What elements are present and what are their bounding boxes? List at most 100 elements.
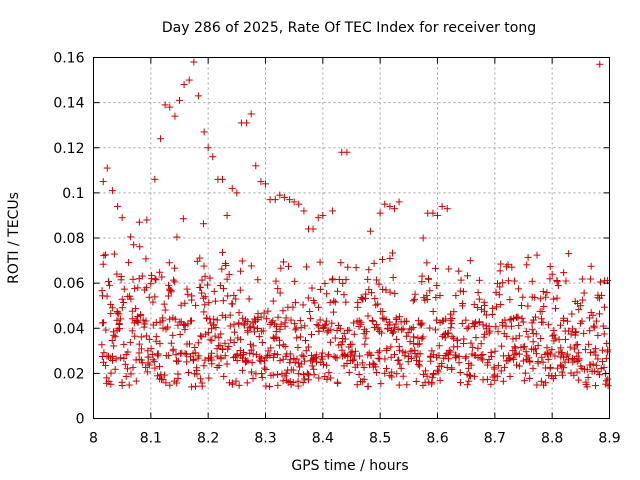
- data-point: [294, 343, 302, 351]
- data-point: [159, 317, 167, 325]
- data-point: [504, 261, 512, 269]
- data-point: [532, 330, 540, 338]
- data-point: [107, 310, 115, 318]
- data-point: [532, 350, 540, 358]
- data-point: [499, 279, 507, 287]
- data-point: [330, 352, 338, 360]
- data-point: [306, 308, 314, 316]
- x-tick-label: 8.9: [598, 431, 620, 447]
- data-point: [483, 375, 491, 383]
- data-point: [319, 361, 327, 369]
- data-point: [228, 379, 236, 387]
- data-point: [515, 322, 523, 330]
- data-point: [145, 335, 153, 343]
- data-point: [465, 323, 473, 331]
- data-point: [537, 377, 545, 385]
- data-point: [197, 375, 205, 383]
- data-point: [362, 328, 370, 336]
- data-point: [225, 342, 233, 350]
- data-point: [357, 294, 365, 302]
- x-tick-label: 8.5: [369, 431, 391, 447]
- data-point: [569, 325, 577, 333]
- data-point: [137, 333, 145, 341]
- data-point: [125, 258, 133, 266]
- data-point: [406, 338, 414, 346]
- y-tick-label: 0.16: [53, 51, 84, 67]
- data-point: [447, 348, 455, 356]
- data-point: [384, 325, 392, 333]
- data-point: [306, 314, 314, 322]
- data-point: [245, 295, 253, 303]
- data-point: [135, 340, 143, 348]
- data-point: [253, 325, 261, 333]
- data-point: [372, 321, 380, 329]
- data-point: [407, 354, 415, 362]
- data-point: [272, 277, 280, 285]
- data-point: [249, 342, 257, 350]
- data-point: [276, 191, 284, 199]
- data-point: [534, 342, 542, 350]
- data-point: [497, 367, 505, 375]
- data-point: [262, 353, 270, 361]
- data-point: [479, 321, 487, 329]
- data-point: [531, 294, 539, 302]
- data-point: [404, 329, 412, 337]
- data-point: [418, 319, 426, 327]
- data-point: [220, 372, 228, 380]
- data-point: [201, 293, 209, 301]
- data-point: [129, 275, 137, 283]
- data-point: [281, 343, 289, 351]
- data-point: [211, 297, 219, 305]
- data-point: [140, 323, 148, 331]
- data-point: [519, 318, 527, 326]
- data-point: [142, 332, 150, 340]
- data-point: [184, 290, 192, 298]
- data-point: [436, 376, 444, 384]
- data-point: [345, 326, 353, 334]
- data-point: [282, 369, 290, 377]
- data-point: [413, 356, 421, 364]
- data-point: [212, 324, 220, 332]
- data-point: [120, 299, 128, 307]
- data-point: [386, 255, 394, 263]
- data-point: [196, 283, 204, 291]
- data-point: [316, 316, 324, 324]
- data-point: [434, 368, 442, 376]
- data-point: [411, 290, 419, 298]
- data-point: [501, 363, 509, 371]
- data-point: [344, 263, 352, 271]
- data-point: [419, 333, 427, 341]
- data-point: [489, 304, 497, 312]
- data-point: [269, 371, 277, 379]
- data-point: [127, 233, 135, 241]
- data-point: [530, 346, 538, 354]
- data-point: [249, 350, 257, 358]
- data-point: [257, 313, 265, 321]
- data-point: [295, 370, 303, 378]
- data-point: [103, 164, 111, 172]
- data-point: [428, 374, 436, 382]
- data-point: [388, 249, 396, 257]
- data-point: [528, 277, 536, 285]
- data-point: [296, 363, 304, 371]
- data-point: [506, 296, 514, 304]
- data-point: [436, 292, 444, 300]
- data-point: [504, 277, 512, 285]
- data-point: [597, 278, 605, 286]
- data-point: [403, 317, 411, 325]
- data-point: [151, 275, 159, 283]
- data-point: [254, 276, 262, 284]
- data-point: [308, 284, 316, 292]
- data-point: [428, 347, 436, 355]
- data-point: [362, 334, 370, 342]
- data-point: [98, 341, 106, 349]
- data-point: [218, 311, 226, 319]
- y-tick-label: 0.02: [53, 366, 84, 382]
- data-point: [266, 383, 274, 391]
- data-point: [139, 316, 147, 324]
- data-point: [107, 369, 115, 377]
- data-point: [548, 346, 556, 354]
- data-point: [477, 354, 485, 362]
- data-point: [485, 329, 493, 337]
- data-point: [256, 356, 264, 364]
